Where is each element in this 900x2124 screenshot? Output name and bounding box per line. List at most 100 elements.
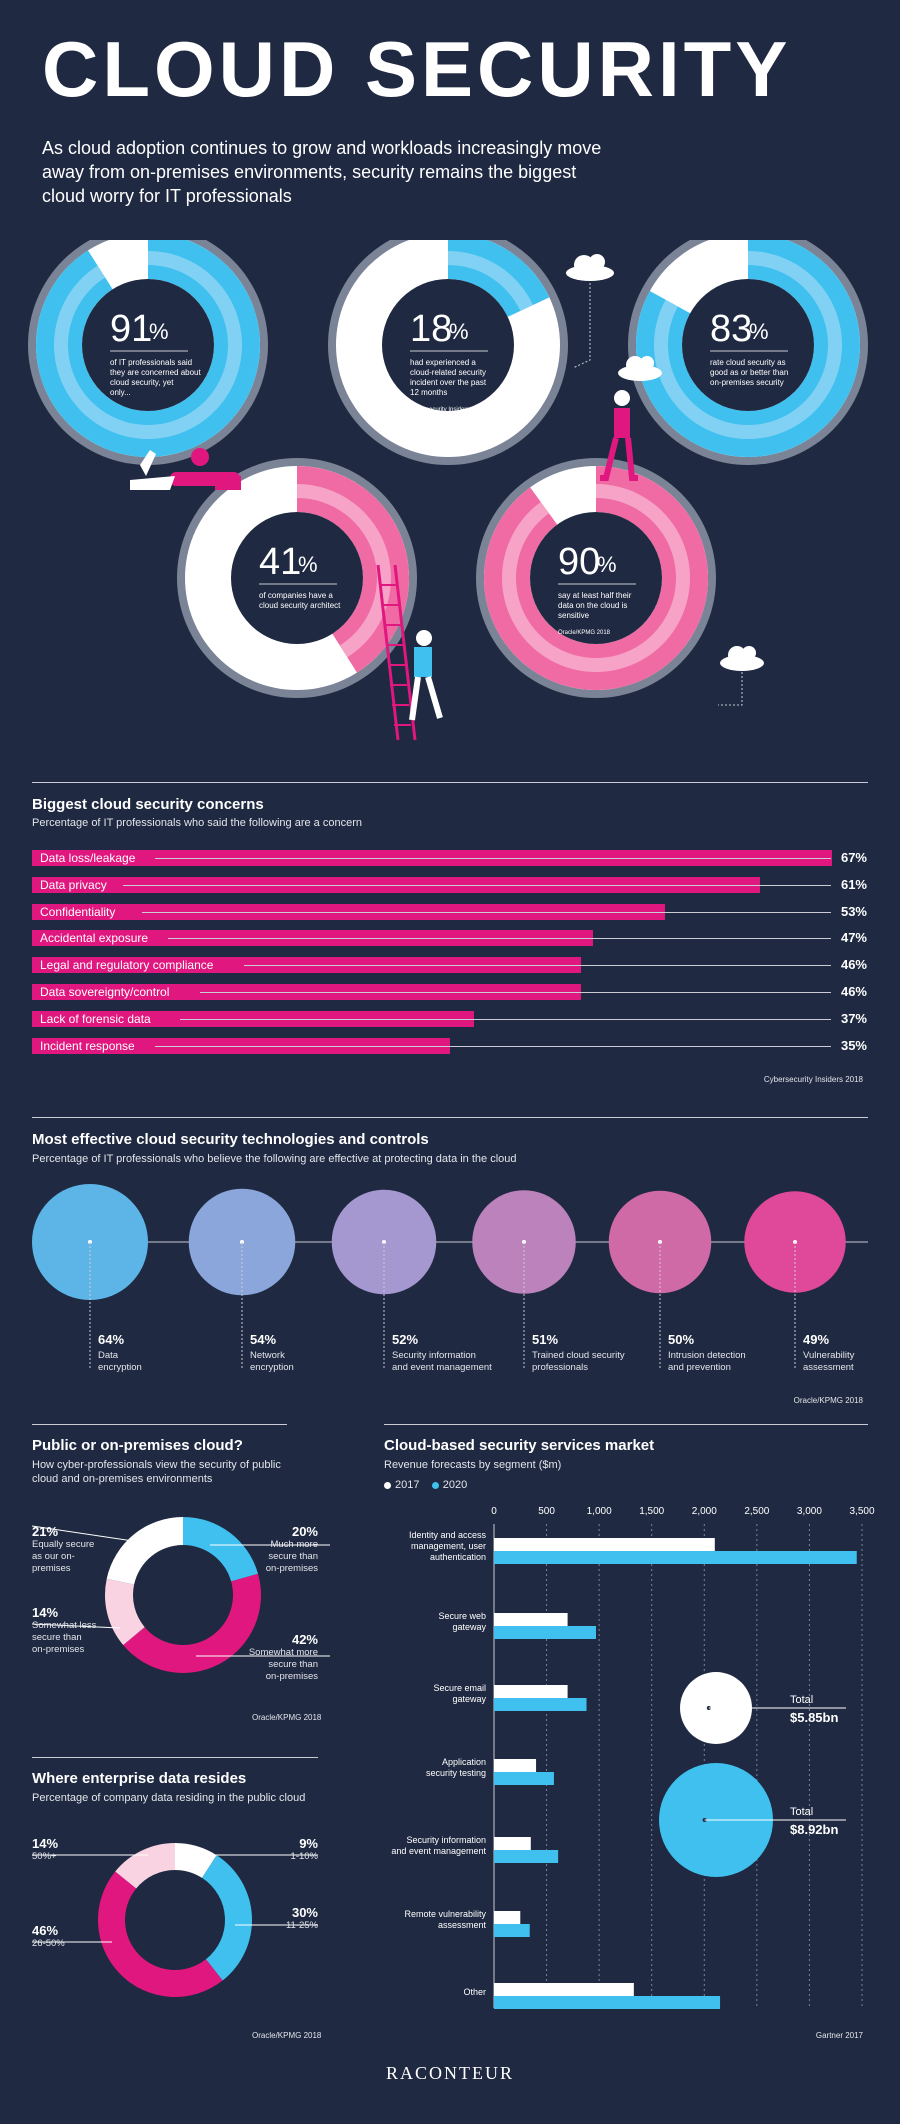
market-bar-2020 xyxy=(494,1996,721,2009)
tech-value: 50% xyxy=(668,1332,695,1347)
donut-label-line: 26-50% xyxy=(32,1938,65,1949)
market-bar-chart: 0 500 1,000 1,500 2,000 2,500 3,000 3,500 Identi… xyxy=(391,1506,875,2009)
market-category-label: Application xyxy=(442,1757,486,1767)
tech-label-line: and prevention xyxy=(668,1362,731,1373)
donut-label: 14% 50%+ xyxy=(32,1836,122,1863)
tech-label-line: Intrusion detection xyxy=(668,1350,746,1361)
concern-leader-line xyxy=(167,938,831,940)
tech-label: Security information and event management xyxy=(392,1350,492,1374)
market-category-label: assessment xyxy=(438,1920,487,1930)
donut-label: 46% 26-50% xyxy=(32,1923,122,1950)
donut-label-line: Somewhat less xyxy=(32,1620,97,1631)
donut-label-line: 1-10% xyxy=(290,1851,318,1862)
market-category-label: Security information xyxy=(406,1835,486,1845)
concern-label: Lack of forensic data xyxy=(40,1011,157,1026)
donut-segment xyxy=(202,1855,253,1981)
tech-title: Most effective cloud security technologi… xyxy=(32,1131,429,1148)
ring-center xyxy=(82,279,214,411)
ring-center xyxy=(682,279,814,411)
market-category-label: Identity and access xyxy=(409,1530,487,1540)
donut-label-pct: 20% xyxy=(291,1524,318,1539)
tech-label-line: Data xyxy=(98,1350,119,1361)
public-donut-chart xyxy=(31,1517,330,1673)
tech-label-line: professionals xyxy=(532,1362,588,1373)
concern-value: 53% xyxy=(840,903,867,919)
ring-value-arc xyxy=(484,466,709,690)
donut-label-line: as our on- xyxy=(32,1551,75,1562)
market-category-label: gateway xyxy=(452,1622,486,1632)
stat-text-line: cloud security, yet xyxy=(110,378,174,387)
tech-label: Intrusion detection and prevention xyxy=(668,1350,746,1374)
concerns-source: Cybersecurity Insiders 2018 xyxy=(763,1075,863,1084)
x-tick-label: 1,500 xyxy=(639,1506,664,1517)
donut-label-line: premises xyxy=(32,1563,71,1574)
donut-label: 9% 1-10% xyxy=(228,1836,318,1863)
concern-bar-row: Incident response 35% xyxy=(32,1037,867,1054)
section-divider xyxy=(32,782,868,783)
tech-value: 49% xyxy=(803,1332,830,1347)
stat-source: Oracle/KPMG 2018 xyxy=(558,630,611,636)
stat-text-line: had experienced a xyxy=(410,358,476,367)
donut-label: 30% 11-25% xyxy=(228,1905,318,1932)
x-tick-label: 3,500 xyxy=(849,1506,874,1517)
total-value: $5.85bn xyxy=(790,1710,838,1725)
market-category-label: authentication xyxy=(430,1552,486,1562)
stat-value: 18 xyxy=(410,308,452,350)
donut-label-pct: 14% xyxy=(32,1605,59,1620)
total-label: Total xyxy=(790,1806,813,1818)
tech-label: Trained cloud security professionals xyxy=(532,1350,625,1374)
stat-text-line: of IT professionals said xyxy=(110,358,192,367)
concern-value: 35% xyxy=(840,1037,867,1053)
stat-text-line: say at least half their xyxy=(558,591,632,600)
concern-label: Legal and regulatory compliance xyxy=(40,958,220,973)
ring-inner-arc xyxy=(297,484,391,658)
market-bar-2020 xyxy=(494,1772,554,1785)
donut-leader-line xyxy=(31,1623,121,1629)
tech-label-line: and event management xyxy=(392,1362,492,1373)
concern-label: Accidental exposure xyxy=(40,931,155,946)
x-tick-label: 1,000 xyxy=(587,1506,612,1517)
donut-label-line: 11-25% xyxy=(285,1920,318,1931)
legend-item-2017: 2017 xyxy=(384,1479,419,1491)
tech-label-line: Network xyxy=(250,1350,285,1361)
concern-leader-line xyxy=(180,1018,831,1020)
tech-value: 51% xyxy=(532,1332,559,1347)
donut-label-line: on-premises xyxy=(265,1671,318,1682)
market-legend: 2017 2020 xyxy=(384,1478,467,1492)
market-category-label: Remote vulnerability xyxy=(404,1909,486,1919)
donut-label-pct: 46% xyxy=(32,1923,59,1938)
donut-label-line: 50%+ xyxy=(32,1851,57,1862)
market-category-label: management, user xyxy=(411,1541,486,1551)
donut-segment xyxy=(105,1578,145,1646)
stat-unit: % xyxy=(597,552,617,577)
donut-label-pct: 9% xyxy=(299,1836,318,1851)
donut-label-line: secure than xyxy=(32,1632,82,1643)
resides-subtitle: Percentage of company data residing in t… xyxy=(32,1792,306,1804)
legend-swatch xyxy=(384,1481,391,1489)
market-bar-2017 xyxy=(494,1983,634,1996)
stat-unit: % xyxy=(149,319,169,344)
market-category-label: Other xyxy=(463,1987,486,1997)
stat-text-line: they are concerned about xyxy=(110,368,202,377)
donut-label: 21% Equally secure as our on-premises xyxy=(32,1524,122,1575)
market-bar-2017 xyxy=(494,1538,715,1551)
donut-segment xyxy=(98,1871,223,1997)
donut-label-pct: 21% xyxy=(32,1524,59,1539)
donut-segment xyxy=(183,1517,259,1582)
stat-text-line: good as or better than xyxy=(710,368,788,377)
tech-label: Network encryption xyxy=(250,1350,294,1374)
market-bar-2020 xyxy=(494,1551,857,1564)
tech-value: 64% xyxy=(98,1332,125,1347)
concerns-subtitle: Percentage of IT professionals who said … xyxy=(32,817,362,829)
tech-label: Vulnerability assessment xyxy=(803,1350,854,1374)
stat-text-line: data on the cloud is xyxy=(558,601,627,610)
tech-subtitle: Percentage of IT professionals who belie… xyxy=(32,1153,517,1165)
x-tick-label: 500 xyxy=(538,1506,555,1517)
stat-text-line: cloud security architect xyxy=(259,601,341,610)
tech-value: 54% xyxy=(250,1332,277,1347)
dotted-connector xyxy=(572,283,591,369)
market-title: Cloud-based security services market xyxy=(384,1437,655,1454)
tech-label-line: Security information xyxy=(392,1350,476,1361)
stat-unit: % xyxy=(749,319,769,344)
